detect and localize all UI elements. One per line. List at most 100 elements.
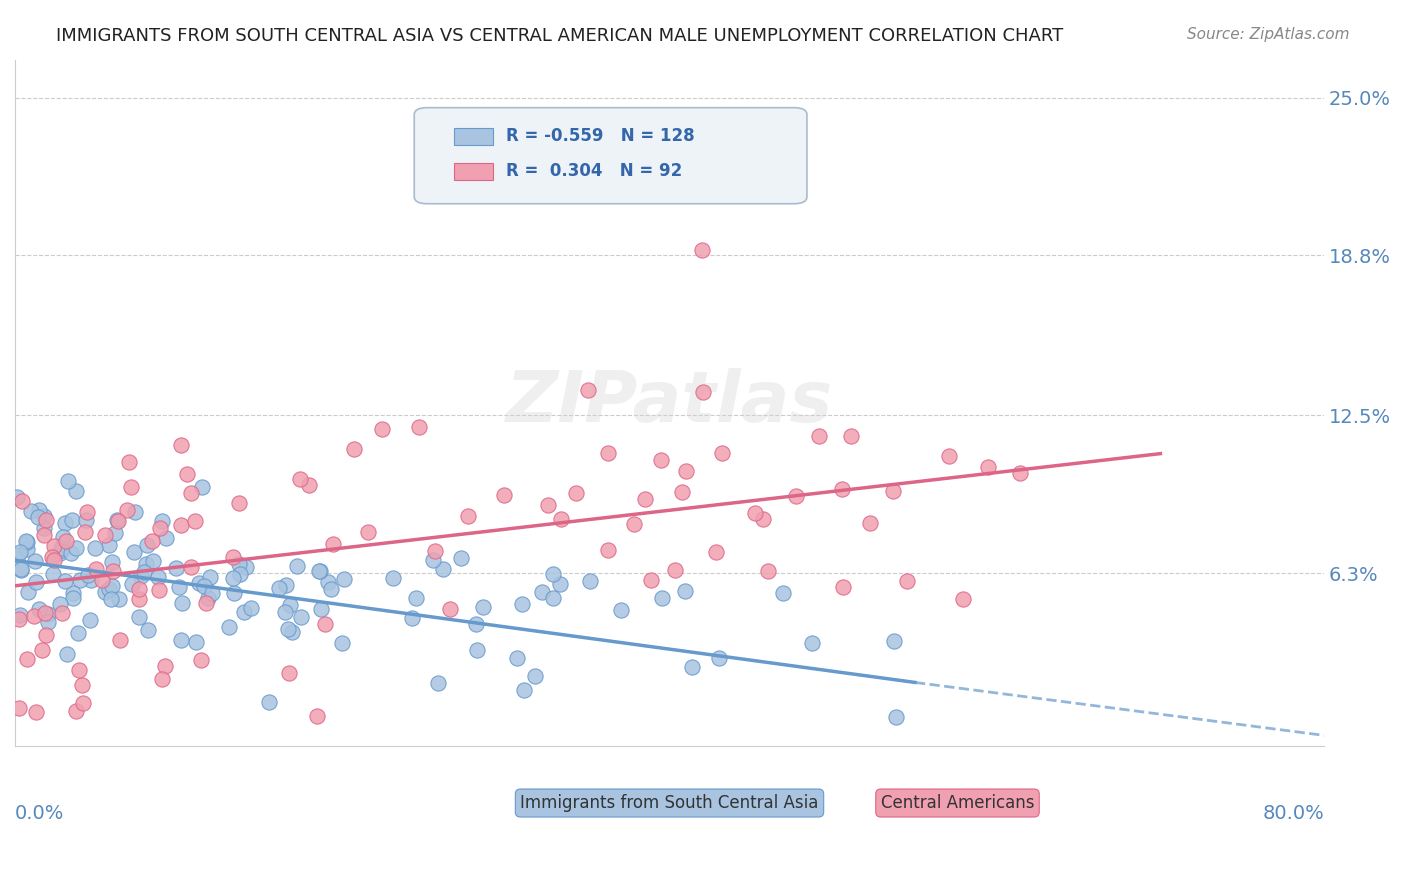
Text: Source: ZipAtlas.com: Source: ZipAtlas.com: [1187, 27, 1350, 42]
Point: [34, 606, 56, 620]
Point: [692, 385, 714, 400]
Point: [281, 624, 304, 639]
Point: [952, 592, 974, 607]
Point: [51, 542, 73, 557]
Point: [596, 542, 619, 557]
Point: [274, 578, 297, 592]
Point: [128, 582, 150, 596]
Point: [80, 573, 103, 587]
Point: [401, 611, 423, 625]
Point: [634, 492, 657, 507]
Point: [537, 498, 560, 512]
Point: [183, 514, 205, 528]
Point: [121, 577, 143, 591]
Point: [690, 244, 713, 258]
Point: [42, 567, 65, 582]
Text: R =  0.304   N = 92: R = 0.304 N = 92: [506, 161, 682, 180]
Point: [10, 562, 32, 576]
Point: [65, 541, 87, 555]
FancyBboxPatch shape: [415, 108, 807, 203]
Point: [772, 585, 794, 599]
Point: [681, 660, 703, 674]
Point: [115, 503, 138, 517]
Point: [77, 568, 100, 582]
Point: [640, 573, 662, 587]
Point: [44, 553, 66, 567]
Point: [623, 516, 645, 531]
Point: [69, 573, 91, 587]
Point: [49, 597, 72, 611]
Point: [27, 510, 49, 524]
Point: [135, 558, 157, 572]
Point: [357, 525, 380, 540]
Point: [35, 513, 58, 527]
Point: [807, 429, 830, 443]
Point: [465, 617, 488, 632]
Point: [49, 541, 72, 555]
Point: [24, 554, 46, 568]
Point: [8, 608, 31, 623]
Point: [76, 504, 98, 518]
Point: [22, 609, 45, 624]
Point: [201, 585, 224, 599]
Point: [319, 582, 342, 596]
Point: [165, 561, 187, 575]
Point: [72, 696, 94, 710]
Point: [100, 579, 122, 593]
Point: [184, 634, 207, 648]
Point: [60, 513, 83, 527]
Point: [550, 511, 572, 525]
Point: [651, 591, 673, 606]
Point: [101, 555, 124, 569]
Point: [381, 571, 404, 585]
Point: [596, 445, 619, 459]
Point: [108, 591, 131, 606]
Point: [548, 576, 571, 591]
Point: [218, 619, 240, 633]
Point: [15, 535, 38, 549]
Point: [104, 525, 127, 540]
Point: [32, 509, 55, 524]
Point: [626, 179, 648, 194]
Point: [426, 676, 449, 690]
Point: [309, 602, 332, 616]
Point: [290, 472, 312, 486]
Point: [744, 506, 766, 520]
Point: [832, 580, 855, 594]
Point: [330, 636, 353, 650]
Point: [55, 647, 77, 661]
Point: [513, 682, 536, 697]
Point: [977, 460, 1000, 475]
Point: [471, 600, 494, 615]
Point: [839, 429, 862, 443]
Point: [405, 591, 427, 605]
Point: [506, 651, 529, 665]
Text: IMMIGRANTS FROM SOUTH CENTRAL ASIA VS CENTRAL AMERICAN MALE UNEMPLOYMENT CORRELA: IMMIGRANTS FROM SOUTH CENTRAL ASIA VS CE…: [56, 27, 1063, 45]
Point: [62, 591, 84, 605]
Point: [44, 539, 66, 553]
Point: [170, 438, 193, 452]
Point: [56, 475, 79, 489]
Point: [541, 567, 564, 582]
Point: [228, 496, 250, 510]
Point: [756, 564, 779, 578]
Point: [141, 534, 163, 549]
Point: [84, 562, 107, 576]
Point: [259, 695, 281, 709]
Point: [222, 571, 245, 585]
Point: [31, 643, 53, 657]
Point: [7, 612, 30, 626]
Point: [704, 545, 727, 559]
Point: [883, 633, 905, 648]
Point: [7, 549, 30, 563]
Point: [579, 574, 602, 588]
Point: [8, 544, 31, 558]
Point: [83, 541, 105, 555]
Point: [1008, 467, 1031, 481]
Point: [110, 633, 132, 648]
Point: [37, 615, 59, 630]
Point: [153, 659, 176, 673]
Point: [316, 574, 339, 589]
Point: [576, 383, 599, 397]
Point: [510, 597, 533, 611]
